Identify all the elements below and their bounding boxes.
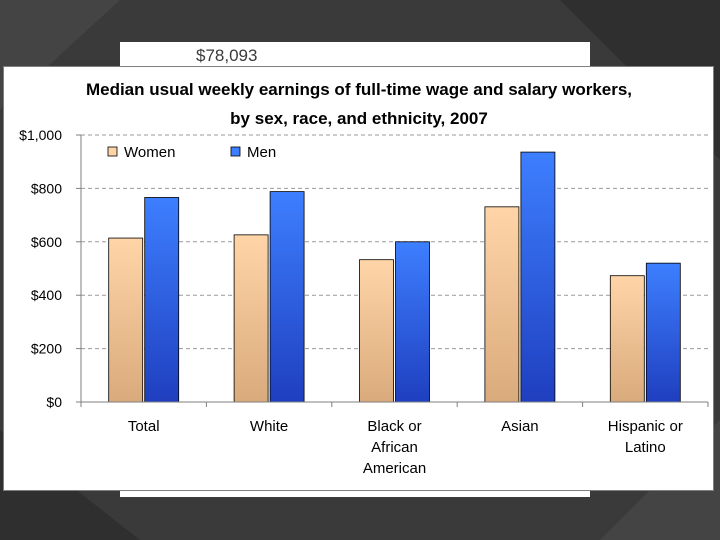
bars (108, 151, 681, 403)
y-tick-label: $800 (31, 180, 62, 196)
bar-women (359, 259, 394, 403)
legend-label-men: Men (247, 144, 276, 161)
y-tick-label: $0 (46, 394, 62, 410)
chart-container: Median usual weekly earnings of full-tim… (3, 66, 714, 491)
x-category-label: White (250, 418, 288, 435)
bar-men (395, 241, 430, 403)
axes: $0 $200 $400 $600 $800 $1,000 Total White Black … (19, 127, 709, 477)
bar-women (609, 275, 645, 403)
background-value-text: $78,093 (196, 46, 258, 65)
y-tick-label: $200 (31, 341, 62, 357)
x-category-label: Asian (501, 418, 539, 435)
bar-men (144, 197, 180, 403)
x-category-label: American (363, 460, 426, 477)
bar-men (520, 151, 556, 403)
legend-label-women: Women (124, 144, 175, 161)
bar-chart: Median usual weekly earnings of full-tim… (19, 80, 709, 477)
bar-women (484, 206, 520, 403)
bar-women (233, 234, 269, 403)
y-tick-label: $600 (31, 234, 62, 250)
x-category-label: Total (128, 418, 160, 435)
x-category-label: Black or (367, 418, 421, 435)
chart-title-line-1: Median usual weekly earnings of full-tim… (86, 80, 632, 99)
x-category-label: Hispanic or (608, 418, 683, 435)
bar-women (108, 237, 144, 403)
legend-swatch-women (107, 146, 118, 157)
x-category-label: African (371, 439, 418, 456)
bar-men (645, 262, 681, 403)
chart-title-line-2: by sex, race, and ethnicity, 2007 (230, 109, 488, 128)
legend-swatch-men (230, 146, 241, 157)
y-tick-label: $1,000 (19, 127, 62, 143)
legend: Women Men (107, 144, 276, 161)
x-category-label: Latino (625, 439, 666, 456)
y-tick-label: $400 (31, 287, 62, 303)
bar-men (269, 191, 305, 403)
